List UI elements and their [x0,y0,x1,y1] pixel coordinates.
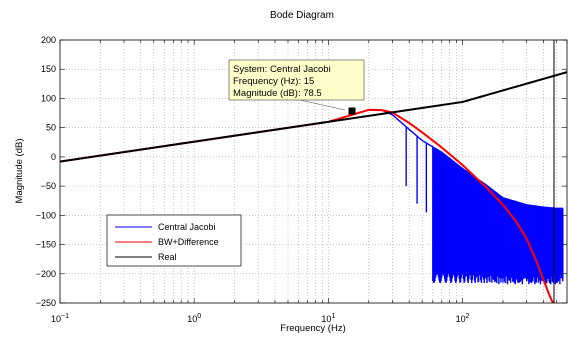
y-tick-labels: −250 −200 −150 −100 −50 0 50 100 150 200 [36,35,56,308]
legend-label-bw-difference: BW+Difference [158,237,219,247]
axis-ticks [59,39,568,304]
series-real [60,71,567,163]
x-tick-label: 101 [321,313,335,324]
x-tick-label: 10−1 [51,313,69,324]
y-tick-label: 0 [51,152,56,162]
series-group [60,40,567,303]
datatip-line-frequency: Frequency (Hz): 15 [233,76,314,87]
y-tick-label: 50 [46,123,56,133]
y-tick-label: 150 [41,64,56,74]
y-tick-label: 100 [41,93,56,103]
datatip[interactable]: System: Central Jacobi Frequency (Hz): 1… [228,59,365,115]
datatip-line-magnitude: Magnitude (dB): 78.5 [233,88,322,99]
datatip-marker[interactable] [348,107,356,115]
x-axis-label: Frequency (Hz) [280,323,345,334]
x-tick-label: 100 [187,313,201,324]
y-tick-label: −250 [36,298,56,308]
legend-label-real: Real [158,252,177,262]
y-tick-label: −200 [36,269,56,279]
y-tick-label: −50 [41,181,56,191]
y-tick-label: 200 [41,35,56,45]
y-axis-label: Magnitude (dB) [14,139,25,204]
plot-frame [59,39,568,304]
series-layer [60,40,567,303]
y-tick-label: −100 [36,210,56,220]
y-tick-label: −150 [36,240,56,250]
x-tick-label: 102 [456,313,470,324]
legend-label-central-jacobi: Central Jacobi [158,222,216,232]
datatip-box [228,59,365,101]
chart-title: Bode Diagram [270,10,334,21]
legend: Central Jacobi BW+Difference Real [106,214,242,267]
datatip-pointer [299,99,346,111]
datatip-line-system: System: Central Jacobi [233,64,331,75]
x-tick-labels: 10−1 100 101 102 [51,313,470,324]
